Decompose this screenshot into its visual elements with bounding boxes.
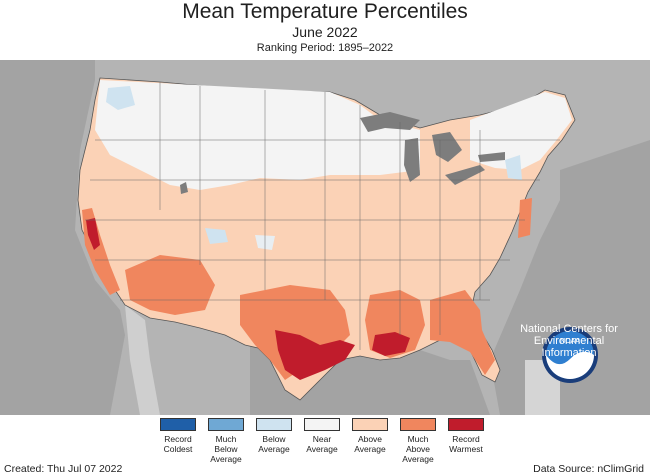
great-salt-lake [180,182,188,194]
legend-label: Above Average [354,434,386,454]
near-average-northeast [470,92,572,170]
below-average-spot-northeast [505,155,522,180]
legend-label: Record Coldest [163,434,193,454]
much-above-southeast [430,290,495,375]
map-subtitle: June 2022 [292,24,358,40]
noaa-logo-text: NOAA [560,338,580,345]
legend-swatch [400,418,436,431]
below-average-spot-northwest [106,86,135,110]
below-average-spot-colorado [205,228,228,244]
legend-swatch [352,418,388,431]
legend-label: Below Average [258,434,290,454]
noaa-logo-icon: NOAA [542,327,598,383]
legend-label: Record Warmest [449,434,483,454]
legend-swatch [208,418,244,431]
baja-peninsula [125,305,160,415]
legend-item-much-below-average: Much Below Average [203,418,249,464]
legend-item-record-warmest: Record Warmest [443,418,489,454]
legend-item-near-average: Near Average [299,418,345,454]
state-boundaries [85,82,560,350]
ncei-caption: National Centers for Environmental Infor… [520,323,618,359]
legend-item-below-average: Below Average [251,418,297,454]
lake-michigan [404,138,420,182]
legend-label: Much Above Average [402,434,434,464]
record-warmest-california [86,218,100,250]
legend-swatch [448,418,484,431]
legend-swatch [256,418,292,431]
legend: Record Coldest Much Below Average Below … [155,418,485,474]
legend-label: Much Below Average [210,434,242,464]
lake-ontario [478,152,505,162]
map-title: Mean Temperature Percentiles [182,0,468,23]
pacific-ocean [0,60,125,415]
temperature-percentile-map: NOAA [0,60,650,415]
legend-swatch [160,418,196,431]
record-warmest-texas [275,330,355,380]
record-warmest-louisiana [372,332,410,356]
atlantic-ocean [490,140,650,415]
data-source: Data Source: nClimGrid [533,463,644,475]
legend-label: Near Average [306,434,338,454]
near-average-north [95,80,420,190]
legend-item-record-coldest: Record Coldest [155,418,201,454]
much-above-northeast-coast [518,198,532,238]
legend-swatch [304,418,340,431]
lake-huron [432,132,462,162]
ranking-period: Ranking Period: 1895–2022 [256,42,394,54]
lake-superior [360,112,420,132]
legend-item-above-average: Above Average [347,418,393,454]
legend-item-much-above-average: Much Above Average [395,418,441,464]
created-date: Created: Thu Jul 07 2022 [4,463,123,475]
